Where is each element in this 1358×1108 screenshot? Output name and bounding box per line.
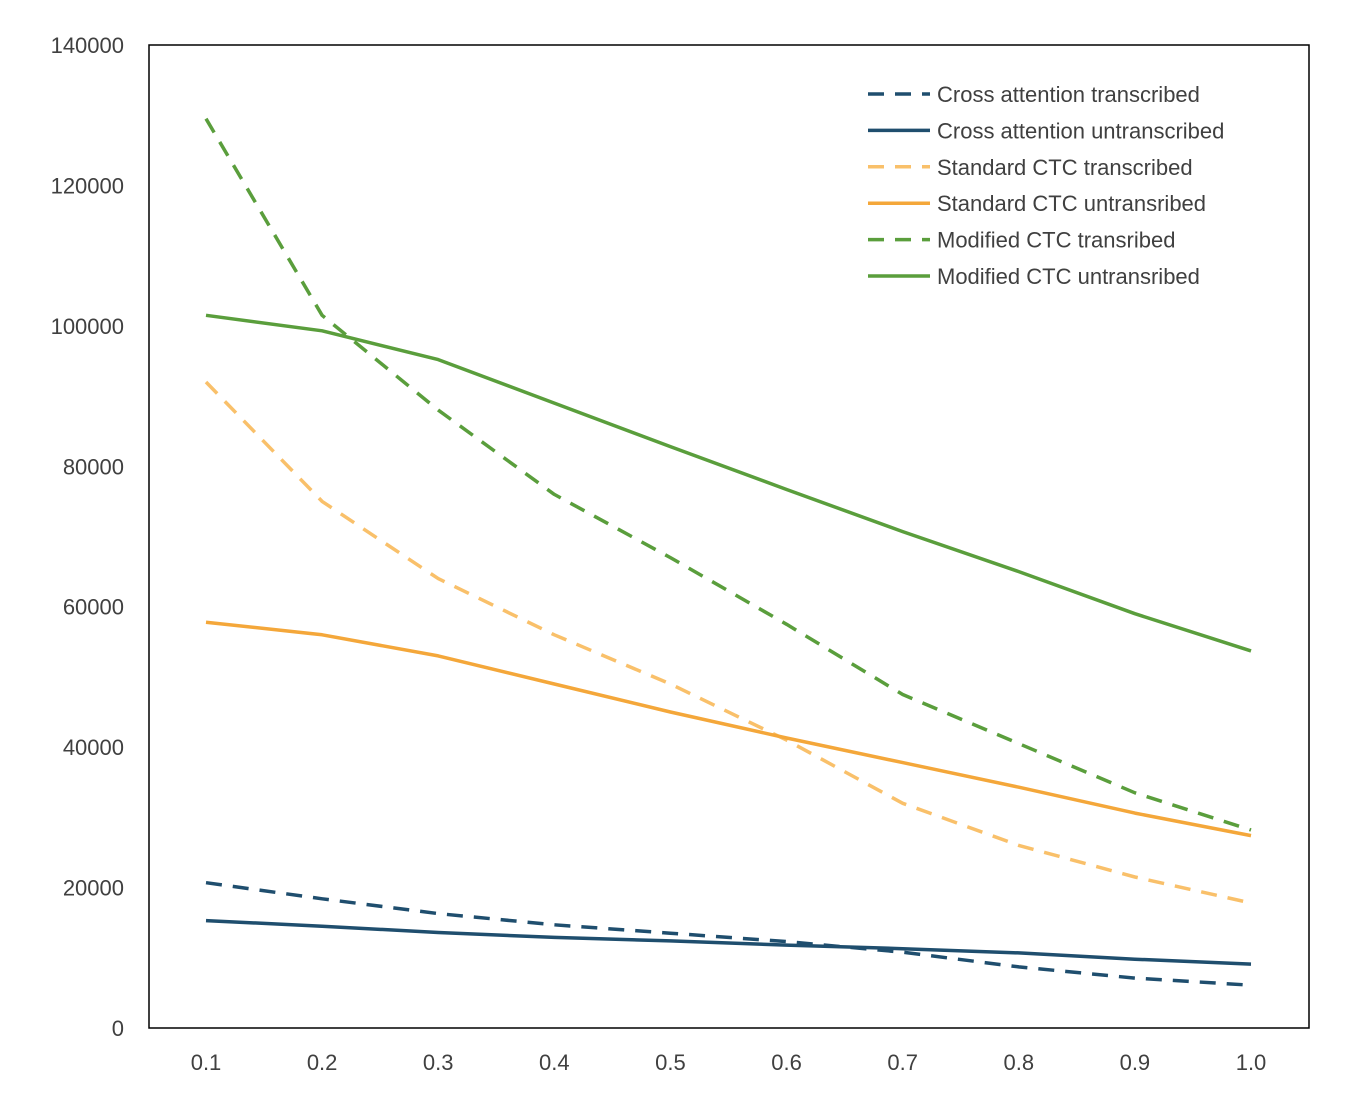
y-axis-tick-labels: 0 20000 40000 60000 80000 100000 120000 140000	[51, 33, 124, 1041]
x-tick-label: 0.6	[771, 1050, 802, 1075]
series-line-3	[204, 380, 1252, 905]
legend-label: Standard CTC transcribed	[937, 155, 1193, 180]
legend-label: Standard CTC untransribed	[937, 191, 1206, 216]
y-tick-label: 80000	[63, 454, 124, 479]
series-line-1	[205, 880, 1252, 987]
y-tick-label: 140000	[51, 33, 124, 58]
x-tick-label: 1.0	[1236, 1050, 1267, 1075]
plot-area-frame	[148, 44, 1310, 1029]
series-line-5	[204, 117, 1252, 832]
x-tick-label: 0.2	[307, 1050, 338, 1075]
series-line-6	[205, 313, 1252, 653]
x-tick-label: 0.8	[1003, 1050, 1034, 1075]
y-tick-label: 40000	[63, 735, 124, 760]
y-tick-label: 100000	[51, 314, 124, 339]
x-tick-label: 0.3	[423, 1050, 454, 1075]
y-tick-label: 60000	[63, 595, 124, 620]
series-lines	[204, 117, 1252, 987]
legend-label: Cross attention untranscribed	[937, 118, 1224, 143]
legend: Cross attention transcribed Cross attenti…	[868, 82, 1224, 289]
legend-label: Modified CTC untransribed	[937, 264, 1200, 289]
x-tick-label: 0.5	[655, 1050, 686, 1075]
series-line-2	[205, 918, 1252, 966]
legend-label: Modified CTC transribed	[937, 228, 1175, 253]
y-tick-label: 20000	[63, 876, 124, 901]
series-line-4	[205, 620, 1252, 838]
x-tick-label: 0.7	[887, 1050, 918, 1075]
x-tick-label: 0.4	[539, 1050, 570, 1075]
y-tick-label: 0	[112, 1016, 124, 1041]
x-tick-label: 0.9	[1120, 1050, 1151, 1075]
x-tick-label: 0.1	[191, 1050, 222, 1075]
y-tick-label: 120000	[51, 173, 124, 198]
legend-label: Cross attention transcribed	[937, 82, 1200, 107]
x-axis-tick-labels: 0.1 0.2 0.3 0.4 0.5 0.6 0.7 0.8 0.9 1.0	[191, 1050, 1267, 1075]
